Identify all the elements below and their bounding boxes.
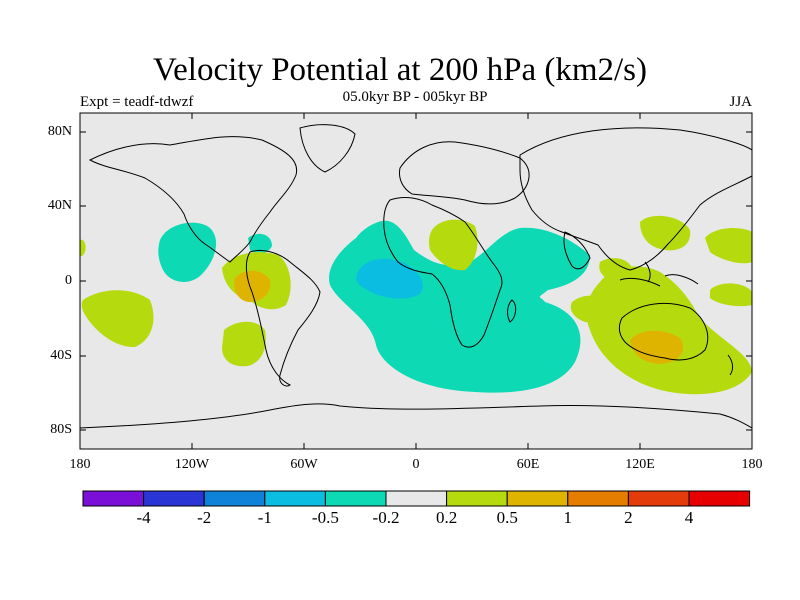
colorbar-box-4 — [324, 490, 387, 507]
colorbar-label-9: 4 — [684, 508, 694, 527]
lon-label-120w: 120W — [174, 457, 210, 472]
colorbar-label-7: 1 — [563, 508, 573, 527]
lon-label-0: 0 — [412, 457, 420, 472]
coast-madagascar — [507, 299, 517, 323]
coast-africa — [383, 197, 503, 348]
colorbar-label-4: -0.2 — [372, 508, 400, 527]
lat-label-80n: 80N — [47, 124, 72, 139]
colorbar-box-8 — [567, 490, 629, 507]
contour-neg-center — [356, 258, 423, 299]
colorbar-box-0 — [82, 490, 145, 507]
lat-label-40n: 40N — [47, 198, 72, 213]
lat-label-0: 0 — [65, 273, 72, 288]
contour-posmod-australia — [630, 330, 684, 364]
coast-south-america — [245, 249, 321, 387]
colorbar-label-3: -0.5 — [311, 508, 339, 527]
coast-europe — [399, 141, 530, 205]
colorbar-box-7 — [506, 490, 569, 507]
lon-label-60w: 60W — [290, 457, 318, 472]
colorbar-label-6: 0.5 — [496, 508, 518, 527]
colorbar-box-9 — [627, 490, 690, 507]
coast-new-zealand — [727, 354, 734, 376]
colorbar-box-10 — [688, 490, 751, 507]
coast-australia — [618, 302, 709, 361]
colorbar-label-5: 0.2 — [435, 508, 458, 527]
colorbar-box-2 — [203, 490, 266, 507]
lon-label-180e: 180 — [741, 457, 763, 472]
colorbar-label-0: -4 — [136, 508, 151, 527]
contour-pos-pacific-w — [81, 290, 154, 348]
contour-pos-samerica2 — [222, 321, 266, 367]
contour-neg-epacific — [158, 222, 217, 282]
contour-fills — [80, 215, 752, 395]
axis-ticks — [80, 113, 752, 449]
colorbar-label-1: -2 — [197, 508, 212, 527]
colorbar-box-3 — [264, 490, 326, 507]
coast-se-asia — [619, 261, 699, 287]
lon-label-180w: 180 — [69, 457, 91, 472]
coastlines — [79, 124, 753, 429]
season-label: JJA — [729, 94, 752, 110]
colorbar-label-2: -1 — [257, 508, 272, 527]
contour-pos-asia — [640, 215, 691, 251]
contour-posmod-samerica — [234, 270, 271, 302]
lon-label-120e: 120E — [625, 457, 655, 472]
contour-pos-indopac — [586, 266, 752, 395]
colorbar-box-1 — [143, 490, 205, 507]
coast-greenland — [299, 124, 356, 173]
coast-antarctica — [79, 403, 753, 429]
contour-pos-africa-n — [428, 219, 478, 271]
contour-pos-stn — [599, 258, 632, 280]
contour-pos-indian — [570, 295, 612, 323]
coast-india — [563, 231, 591, 270]
lat-label-40s: 40S — [50, 348, 72, 363]
coast-north-america — [88, 136, 298, 263]
contour-pos-nepac — [710, 283, 752, 307]
contour-neg-natl — [248, 233, 272, 254]
experiment-label: Expt = teadf-tdwzf — [80, 94, 194, 110]
map-subtitle: 05.0kyr BP - 005kyr BP — [342, 89, 488, 105]
contour-pos-wpac — [705, 228, 752, 264]
contour-pos-date — [80, 239, 86, 256]
lon-label-60e: 60E — [516, 457, 540, 472]
colorbar-box-5 — [385, 490, 448, 507]
coast-asia — [519, 127, 753, 271]
lat-label-80s: 80S — [50, 422, 72, 437]
map-title: Velocity Potential at 200 hPa (km2/s) — [152, 52, 648, 88]
colorbar-label-8: 2 — [624, 508, 633, 527]
colorbar-box-6 — [446, 490, 508, 507]
colorbar — [82, 490, 751, 507]
